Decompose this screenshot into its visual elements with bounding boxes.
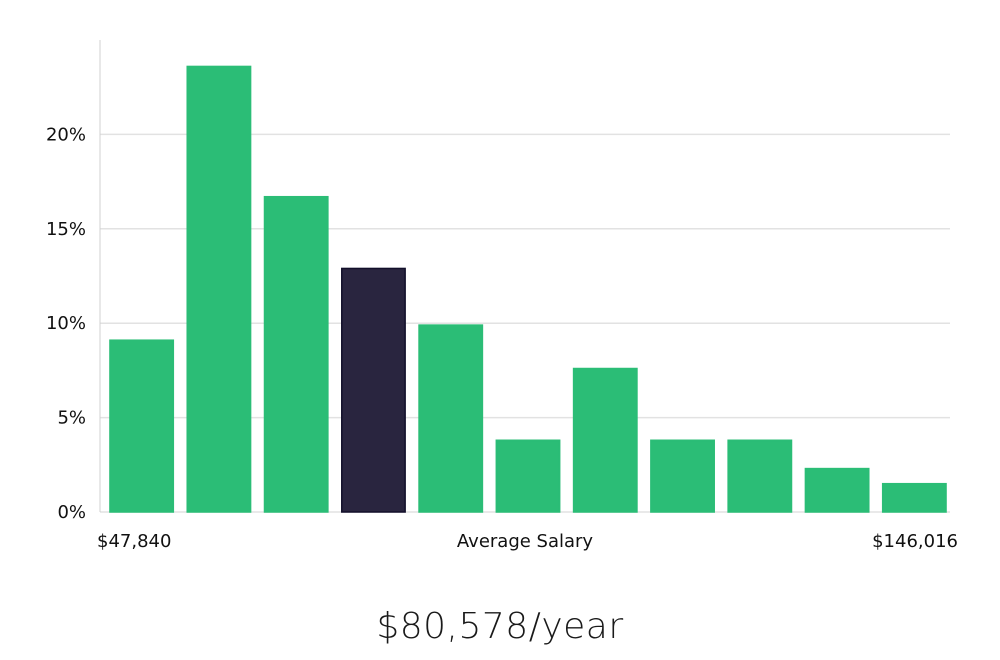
bar (650, 439, 715, 513)
y-tick-label: 10% (46, 313, 86, 334)
y-tick-label: 20% (46, 124, 86, 145)
bar (572, 367, 638, 513)
y-tick-label: 5% (57, 408, 86, 429)
average-salary-headline: $80,578/year (376, 606, 624, 647)
bars (109, 65, 947, 513)
bar (109, 339, 175, 513)
bar (727, 439, 793, 513)
bar (418, 324, 484, 513)
bar (263, 195, 329, 513)
bar (495, 439, 561, 513)
y-tick-label: 0% (57, 502, 86, 523)
bar-highlighted (341, 267, 406, 513)
x-axis-label: Average Salary (457, 531, 594, 552)
bar (881, 482, 947, 513)
x-min-label: $47,840 (97, 531, 171, 552)
y-tick-label: 15% (46, 219, 86, 240)
bar (804, 467, 870, 513)
y-tick-labels: 0% 5% 10% 15% 20% (46, 124, 86, 523)
salary-histogram: 0% 5% 10% 15% 20% $47,840 Average Salary $14… (46, 40, 958, 552)
bar (186, 65, 252, 513)
x-max-label: $146,016 (872, 531, 958, 552)
